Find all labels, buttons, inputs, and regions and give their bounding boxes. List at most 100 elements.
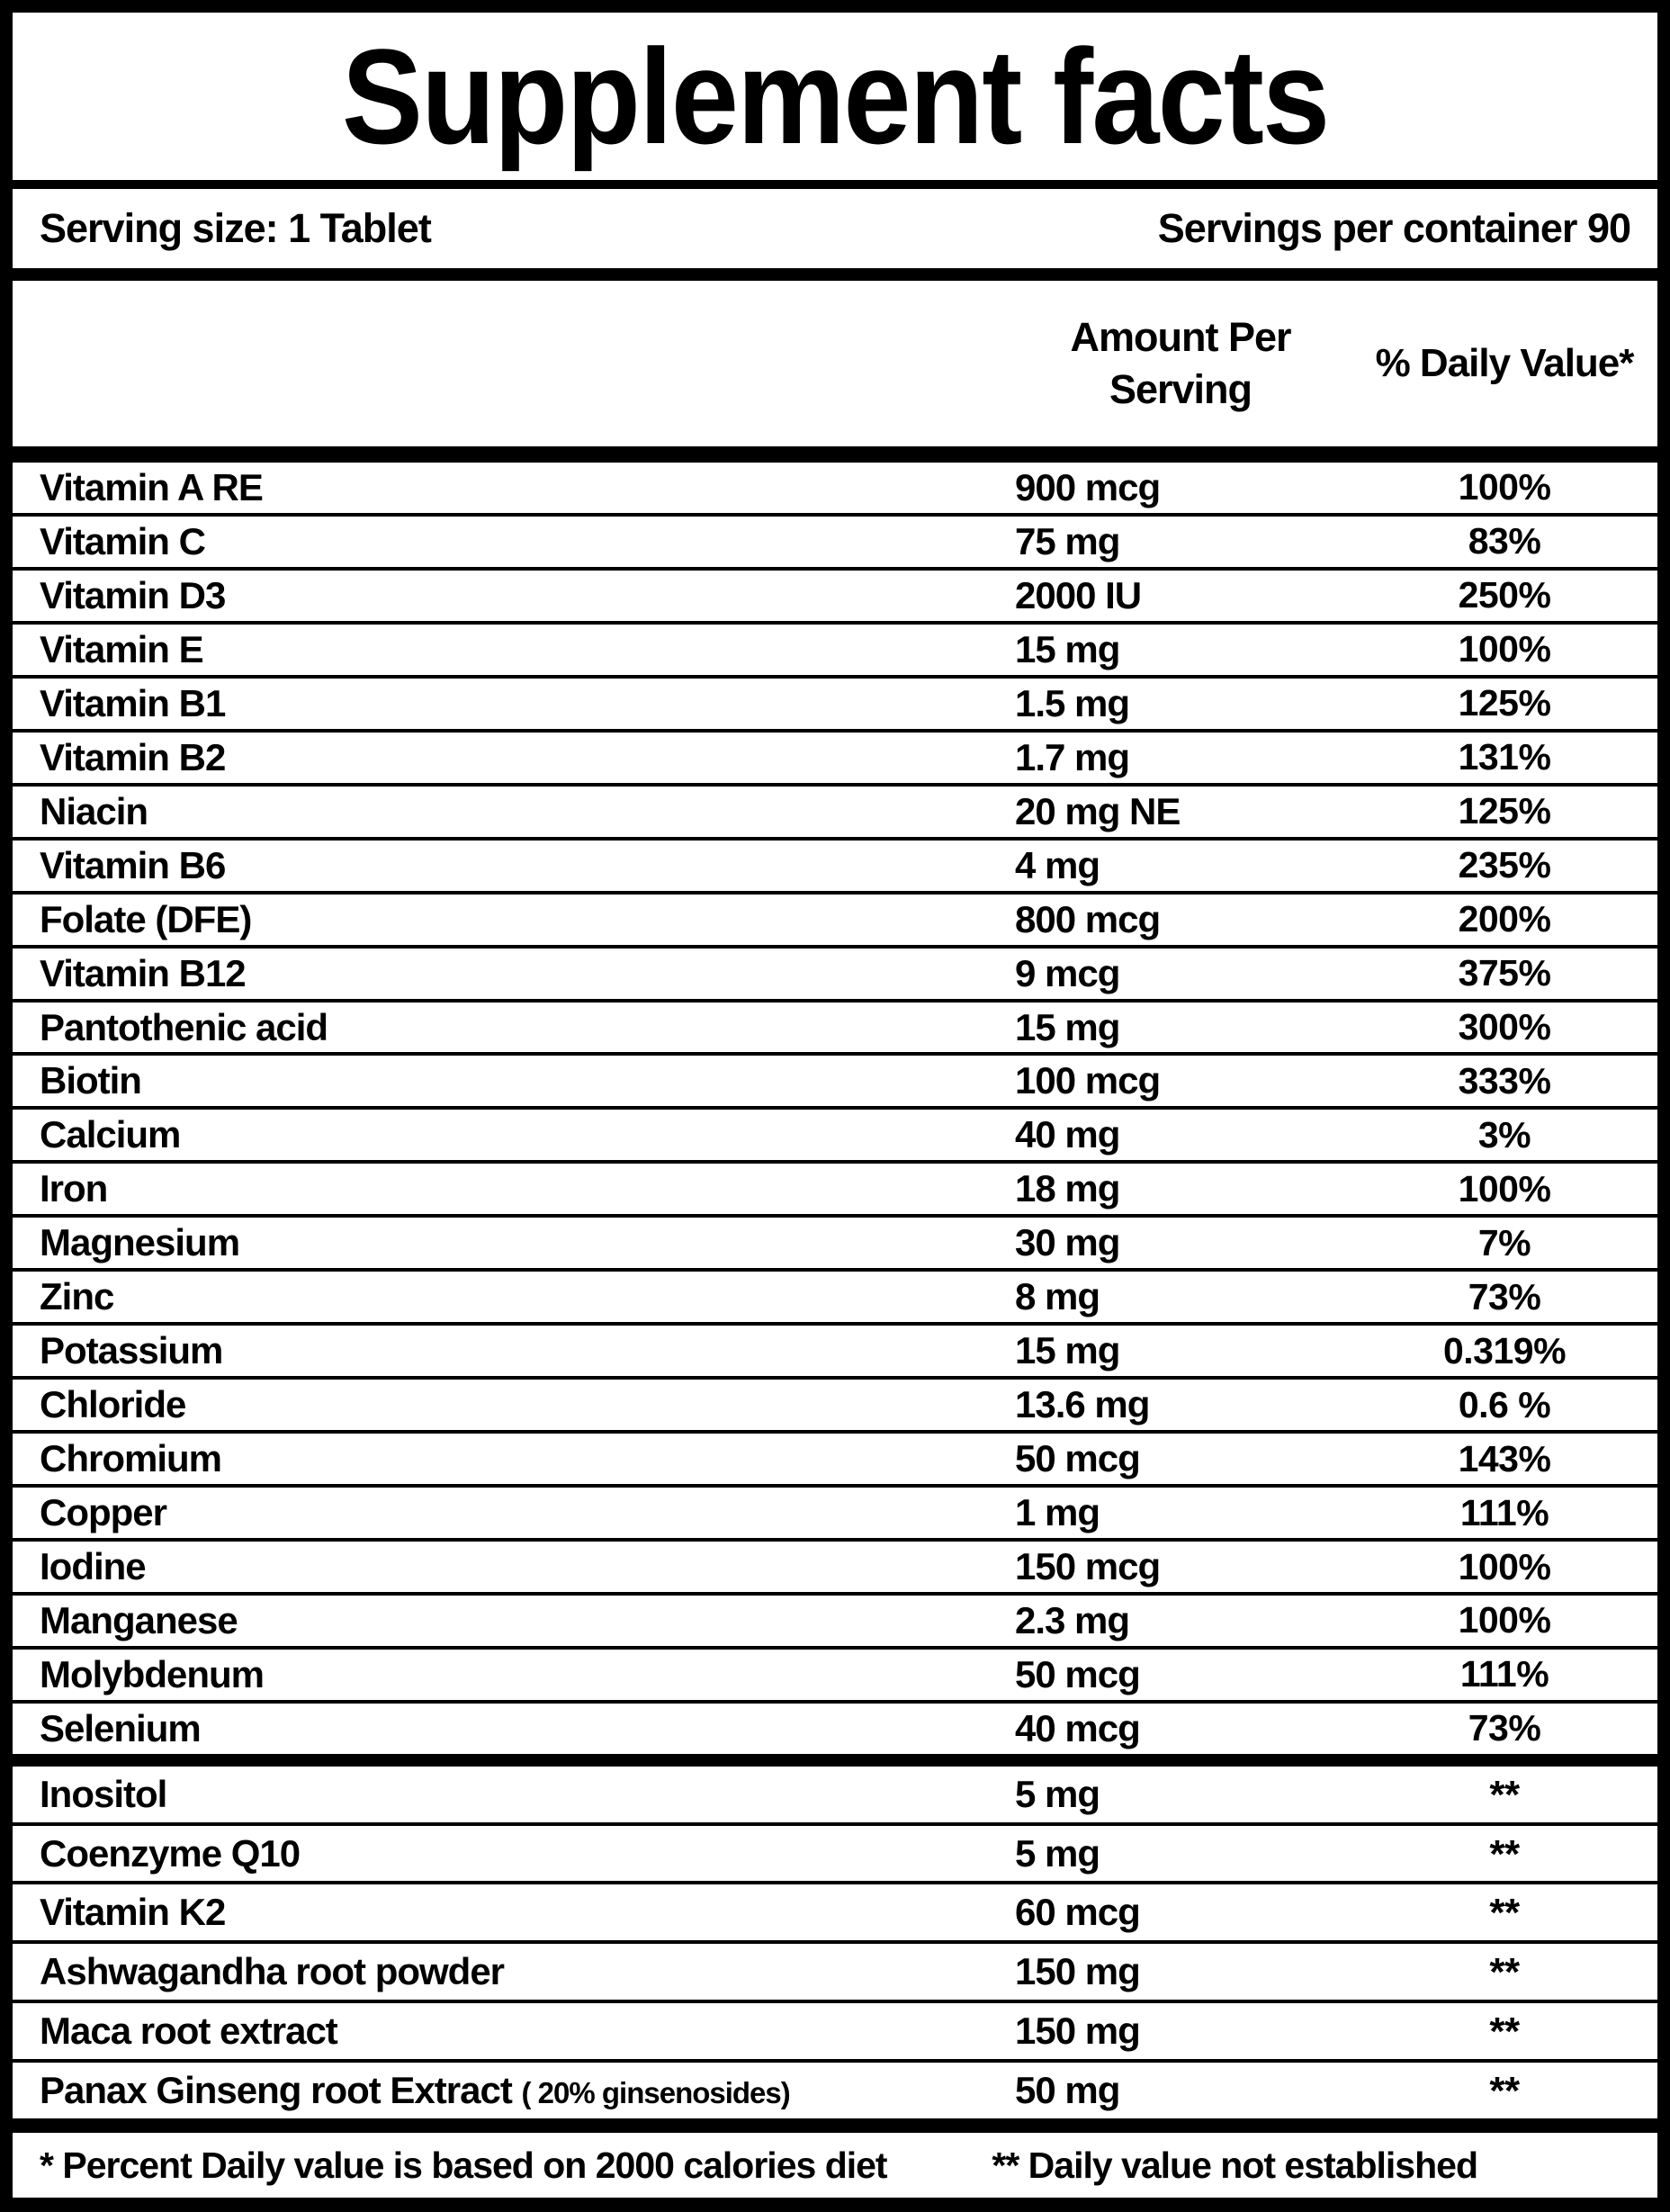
- nutrient-name: Vitamin A RE: [40, 465, 264, 508]
- nutrient-daily-value: **: [1489, 1831, 1520, 1876]
- nutrient-daily-value: **: [1489, 1772, 1520, 1817]
- column-header-amount: Amount Per Serving: [1070, 313, 1291, 413]
- nutrient-amount: 13.6 mg: [1015, 1383, 1150, 1426]
- nutrient-name: Niacin: [40, 789, 148, 832]
- nutrient-daily-value: 100%: [1458, 628, 1551, 670]
- table-row: Maca root extract 150 mg **: [13, 2003, 1657, 2064]
- nutrient-amount: 50 mcg: [1015, 1437, 1141, 1480]
- nutrient-amount: 150 mg: [1015, 1950, 1141, 1993]
- table-row: Manganese 2.3 mg 100%: [13, 1596, 1657, 1650]
- table-row: Biotin 100 mcg 333%: [13, 1056, 1657, 1110]
- nutrient-daily-value: 375%: [1458, 952, 1551, 994]
- footnote-daily-value: * Percent Daily value is based on 2000 c…: [40, 2144, 888, 2186]
- nutrient-name: Iron: [40, 1167, 108, 1210]
- nutrient-name: Molybdenum: [40, 1652, 265, 1695]
- nutrient-name-detail: ( 20% ginsenosides): [521, 2076, 791, 2110]
- column-header-row: Amount Per Serving % Daily Value*: [13, 281, 1657, 463]
- table-row: Folate (DFE) 800 mcg 200%: [13, 895, 1657, 949]
- table-row: Niacin 20 mg NE 125%: [13, 787, 1657, 841]
- table-row: Vitamin A RE 900 mcg 100%: [13, 463, 1657, 517]
- nutrient-daily-value: **: [1489, 1950, 1520, 1995]
- nutrient-name: Maca root extract: [40, 2010, 338, 2053]
- nutrient-name: Zinc: [40, 1275, 114, 1318]
- nutrient-daily-value: 73%: [1468, 1707, 1541, 1749]
- table-row: Vitamin K2 60 mcg **: [13, 1884, 1657, 1945]
- nutrient-amount: 40 mcg: [1015, 1706, 1141, 1749]
- nutrient-table: Vitamin A RE 900 mcg 100% Vitamin C 75 m…: [13, 463, 1657, 2118]
- table-row: Magnesium 30 mg 7%: [13, 1218, 1657, 1272]
- serving-info-row: Serving size: 1 Tablet Servings per cont…: [13, 189, 1657, 281]
- nutrient-name: Chloride: [40, 1383, 186, 1426]
- nutrient-amount: 1.5 mg: [1015, 681, 1130, 724]
- table-row: Potassium 15 mg 0.319%: [13, 1326, 1657, 1380]
- label-title: Supplement facts: [341, 21, 1330, 172]
- nutrient-daily-value: 0.319%: [1442, 1329, 1567, 1371]
- table-row: Selenium 40 mcg 73%: [13, 1704, 1657, 1754]
- nutrient-amount: 15 mg: [1015, 1005, 1120, 1048]
- table-row: Chromium 50 mcg 143%: [13, 1434, 1657, 1488]
- nutrient-amount: 800 mcg: [1015, 897, 1161, 940]
- nutrient-daily-value: 100%: [1458, 1599, 1551, 1641]
- nutrient-amount: 60 mcg: [1015, 1891, 1141, 1934]
- nutrient-name: Vitamin D3: [40, 573, 226, 616]
- nutrient-amount: 30 mg: [1015, 1221, 1120, 1264]
- nutrient-name: Vitamin B2: [40, 735, 226, 778]
- table-row: Iodine 150 mcg 100%: [13, 1542, 1657, 1596]
- nutrient-amount: 150 mg: [1015, 2010, 1141, 2053]
- nutrient-name: Vitamin B1: [40, 681, 226, 724]
- table-row: Iron 18 mg 100%: [13, 1164, 1657, 1218]
- table-row: Molybdenum 50 mcg 111%: [13, 1650, 1657, 1704]
- footnote-not-established: ** Daily value not established: [992, 2144, 1478, 2186]
- nutrient-name: Magnesium: [40, 1221, 240, 1264]
- nutrient-amount: 100 mcg: [1015, 1059, 1161, 1102]
- table-row: Vitamin D3 2000 IU 250%: [13, 571, 1657, 625]
- nutrient-daily-value: 250%: [1458, 574, 1551, 616]
- nutrient-amount: 5 mg: [1015, 1831, 1100, 1875]
- column-header-daily-value: % Daily Value*: [1375, 341, 1635, 385]
- nutrient-daily-value: 131%: [1458, 736, 1551, 778]
- table-row: Pantothenic acid 15 mg 300%: [13, 1003, 1657, 1057]
- nutrient-amount: 50 mg: [1015, 2069, 1120, 2112]
- nutrient-daily-value: 333%: [1458, 1059, 1551, 1102]
- nutrient-name: Panax Ginseng root Extract ( 20% ginseno…: [40, 2069, 791, 2112]
- nutrient-daily-value: 125%: [1458, 790, 1551, 832]
- nutrient-amount: 15 mg: [1015, 627, 1120, 670]
- table-row: Copper 1 mg 111%: [13, 1488, 1657, 1542]
- nutrient-amount: 900 mcg: [1015, 465, 1161, 508]
- nutrient-daily-value: 100%: [1458, 1167, 1551, 1209]
- nutrient-name: Calcium: [40, 1113, 181, 1156]
- table-row: Vitamin B1 1.5 mg 125%: [13, 679, 1657, 733]
- table-row: Inositol 5 mg **: [13, 1767, 1657, 1826]
- nutrient-daily-value: 111%: [1459, 1653, 1549, 1695]
- table-row: Vitamin B6 4 mg 235%: [13, 841, 1657, 895]
- nutrient-amount: 1 mg: [1015, 1491, 1100, 1534]
- nutrient-daily-value: 73%: [1468, 1275, 1541, 1317]
- nutrient-name: Pantothenic acid: [40, 1005, 328, 1048]
- nutrient-name: Potassium: [40, 1329, 223, 1372]
- nutrient-amount: 75 mg: [1015, 519, 1120, 562]
- nutrient-name: Folate (DFE): [40, 897, 252, 940]
- nutrient-name: Manganese: [40, 1598, 238, 1641]
- nutrient-name: Chromium: [40, 1437, 222, 1480]
- label-title-section: Supplement facts: [13, 13, 1657, 189]
- table-row: Vitamin C 75 mg 83%: [13, 517, 1657, 571]
- table-row: Panax Ginseng root Extract ( 20% ginseno…: [13, 2063, 1657, 2118]
- nutrient-daily-value: 300%: [1458, 1006, 1551, 1048]
- section-divider: [13, 1753, 1657, 1767]
- serving-size-label: Serving size: 1 Tablet: [40, 205, 432, 251]
- table-row: Vitamin B12 9 mcg 375%: [13, 949, 1657, 1003]
- nutrient-daily-value: 100%: [1458, 1545, 1551, 1587]
- nutrient-name: Vitamin B12: [40, 951, 247, 994]
- nutrient-amount: 50 mcg: [1015, 1652, 1141, 1695]
- table-row: Coenzyme Q10 5 mg **: [13, 1826, 1657, 1885]
- nutrient-daily-value: 235%: [1458, 844, 1551, 886]
- nutrient-name: Vitamin C: [40, 519, 206, 562]
- table-row: Vitamin E 15 mg 100%: [13, 625, 1657, 679]
- table-row: Zinc 8 mg 73%: [13, 1272, 1657, 1326]
- nutrient-name: Ashwagandha root powder: [40, 1950, 505, 1993]
- nutrient-name: Inositol: [40, 1772, 167, 1815]
- nutrient-daily-value: 0.6 %: [1458, 1383, 1551, 1425]
- nutrient-name: Vitamin E: [40, 627, 204, 670]
- nutrient-amount: 9 mcg: [1015, 951, 1120, 994]
